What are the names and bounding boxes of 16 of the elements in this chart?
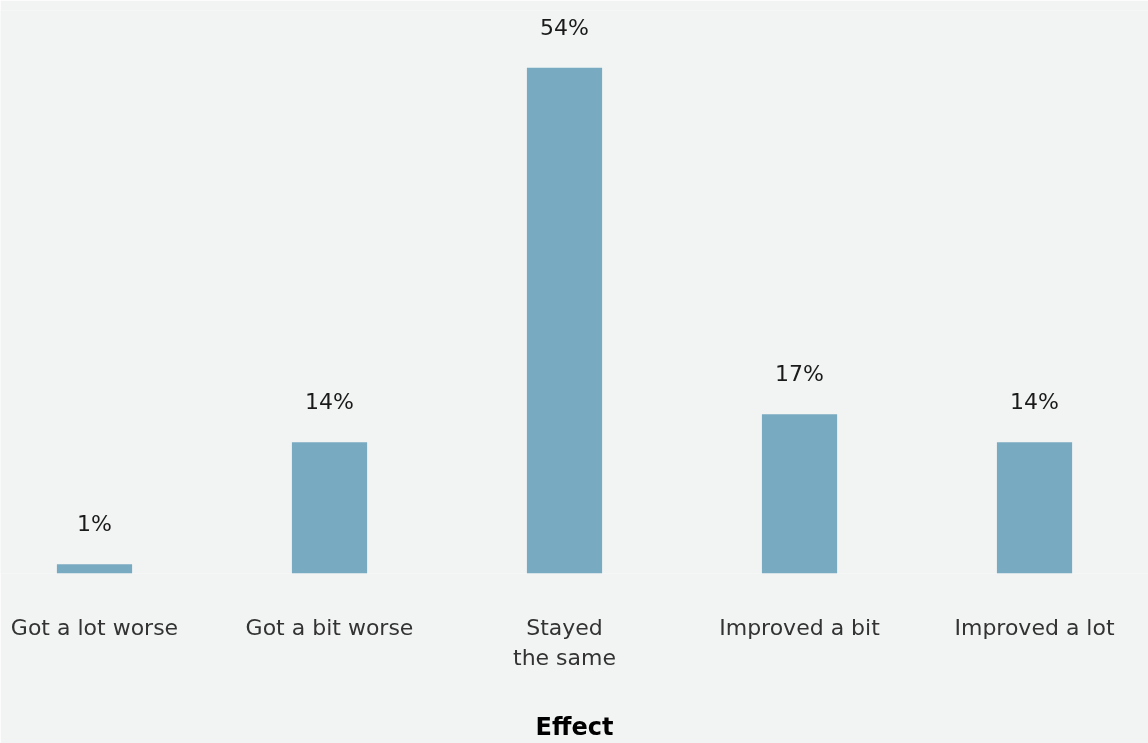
x-axis-title: Effect [535, 712, 614, 741]
data-label: 1% [77, 511, 112, 537]
x-tick-label: Improved a lot [954, 614, 1115, 640]
data-label: 54% [540, 14, 589, 40]
data-label: 14% [305, 389, 354, 415]
bar [996, 442, 1073, 574]
bar [761, 414, 838, 574]
bar [526, 67, 603, 574]
data-label: 14% [1010, 389, 1059, 415]
x-tick-label: Improved a bit [719, 614, 881, 640]
x-tick-label: Got a lot worse [10, 614, 179, 640]
x-tick-label: Stayed the same [513, 614, 617, 670]
data-label: 17% [775, 361, 824, 387]
bar [56, 564, 133, 574]
bar [291, 442, 368, 574]
x-tick-label: Got a bit worse [245, 614, 414, 640]
